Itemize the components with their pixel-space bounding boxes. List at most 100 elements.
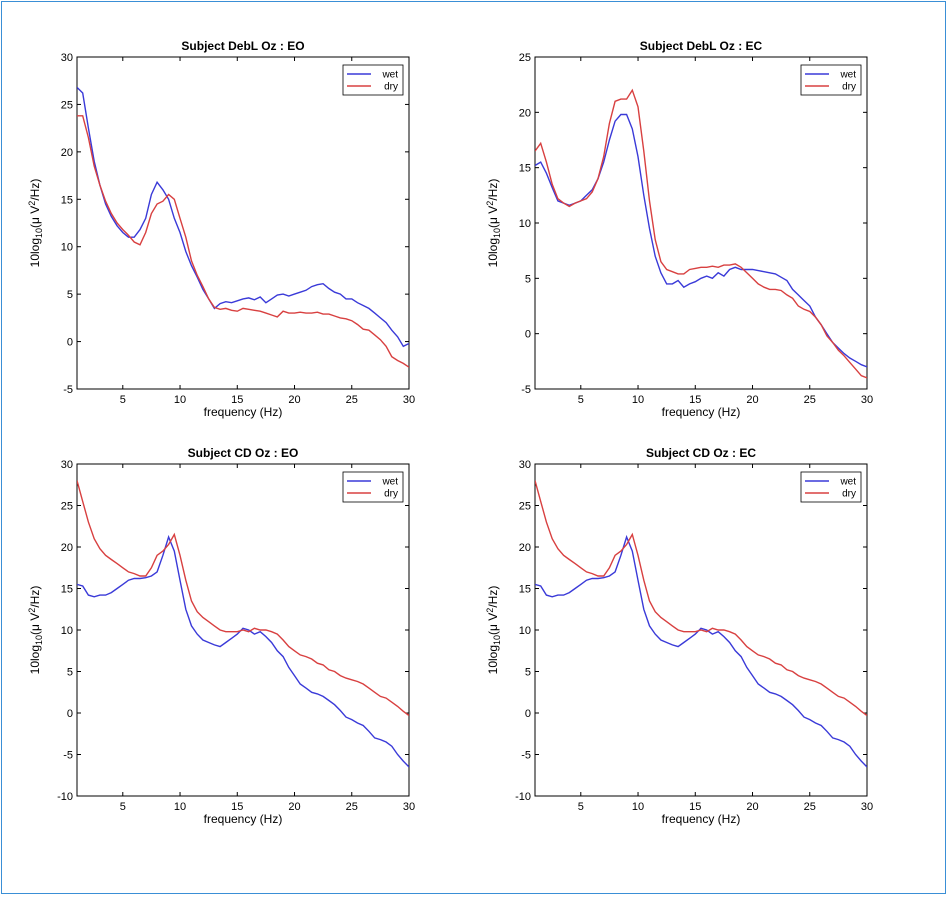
- y-tick-label: 25: [61, 99, 73, 111]
- x-tick-label: 10: [632, 801, 644, 813]
- x-tick-label: 15: [689, 394, 701, 406]
- y-axis-label-sub: 10: [34, 228, 44, 238]
- x-tick-label: 10: [632, 394, 644, 406]
- legend-label-dry: dry: [842, 82, 856, 93]
- legend-box: [800, 64, 862, 96]
- series-line-wet: [535, 113, 867, 368]
- x-axis-label: frequency (Hz): [204, 405, 283, 419]
- legend-box: [342, 64, 404, 96]
- y-tick-label: 20: [519, 542, 531, 554]
- x-tick-label: 25: [346, 394, 358, 406]
- legend-label-wet: wet: [839, 70, 856, 81]
- chart-title: Subject DebL Oz : EC: [640, 39, 763, 53]
- x-tick-label: 5: [578, 801, 584, 813]
- y-tick-label: 20: [519, 107, 531, 119]
- x-axis-label: frequency (Hz): [204, 812, 283, 826]
- y-axis-label-mid: (μ V: [28, 613, 42, 635]
- y-axis-label-end: /Hz): [486, 179, 500, 201]
- y-tick-label: 25: [519, 52, 531, 64]
- y-axis-label: 10log10(μ V2/Hz): [485, 586, 502, 675]
- y-axis-label-end: /Hz): [28, 179, 42, 201]
- legend-label-wet: wet: [839, 477, 856, 488]
- series-line-wet: [77, 534, 409, 768]
- y-tick-label: 30: [61, 52, 73, 64]
- chart-panel-1: 5 10 15 20 25 30 -5 0 5 10 15 20 25 30 Subject DebL Oz…: [27, 39, 415, 419]
- legend-label-wet: wet: [381, 70, 398, 81]
- series-line-wet: [77, 86, 409, 348]
- y-tick-label: 0: [67, 708, 73, 720]
- plot-area: [534, 56, 868, 390]
- y-tick-label: 15: [519, 584, 531, 596]
- chart-title: Subject CD Oz : EO: [188, 446, 299, 460]
- legend-label-dry: dry: [384, 489, 398, 500]
- y-tick-label: 25: [61, 501, 73, 513]
- y-tick-label: 5: [525, 273, 531, 285]
- x-tick-label: 10: [174, 394, 186, 406]
- series-line-dry: [535, 480, 867, 717]
- x-axis-label: frequency (Hz): [662, 812, 741, 826]
- y-tick-label: -5: [521, 384, 531, 396]
- y-axis-label-sub: 10: [492, 228, 502, 238]
- x-tick-label: 15: [689, 801, 701, 813]
- series-line-dry: [77, 115, 409, 368]
- chart-title: Subject CD Oz : EC: [646, 446, 756, 460]
- y-axis-label-base: 10log: [486, 645, 500, 674]
- x-tick-label: 5: [120, 394, 126, 406]
- x-tick-label: 30: [861, 394, 873, 406]
- chart-panel-2: 5 10 15 20 25 30 -5 0 5 10 15 20 25 Subject DebL Oz :…: [485, 39, 873, 419]
- x-tick-label: 5: [120, 801, 126, 813]
- y-tick-label: -5: [521, 750, 531, 762]
- y-tick-label: 30: [519, 459, 531, 471]
- y-axis-label-sup: 2: [485, 201, 495, 206]
- y-axis-label-sub: 10: [492, 635, 502, 645]
- y-tick-label: 30: [61, 459, 73, 471]
- y-axis-label: 10log10(μ V2/Hz): [27, 586, 44, 675]
- x-tick-label: 20: [746, 801, 758, 813]
- x-tick-label: 15: [231, 801, 243, 813]
- x-tick-label: 25: [346, 801, 358, 813]
- y-axis-label-base: 10log: [28, 238, 42, 267]
- x-tick-label: 20: [288, 801, 300, 813]
- chart-panel-4: 5 10 15 20 25 30 -10 -5 0 5 10 15 20 25 30 Subject CD O…: [485, 446, 873, 826]
- x-tick-label: 30: [403, 801, 415, 813]
- y-tick-label: -10: [57, 791, 73, 803]
- series-line-wet: [535, 534, 867, 768]
- y-tick-label: 5: [67, 289, 73, 301]
- y-axis-label-sup: 2: [485, 608, 495, 613]
- y-axis-label-end: /Hz): [28, 586, 42, 608]
- y-axis-label: 10log10(μ V2/Hz): [27, 179, 44, 268]
- y-tick-label: 10: [519, 625, 531, 637]
- x-tick-label: 20: [746, 394, 758, 406]
- y-tick-label: 15: [61, 194, 73, 206]
- legend-box: [342, 471, 404, 503]
- x-tick-label: 5: [578, 394, 584, 406]
- y-axis-label-mid: (μ V: [486, 613, 500, 635]
- x-tick-label: 10: [174, 801, 186, 813]
- y-tick-label: 10: [519, 218, 531, 230]
- y-tick-label: 0: [525, 708, 531, 720]
- legend-label-dry: dry: [842, 489, 856, 500]
- series-line-dry: [535, 88, 867, 379]
- chart-title: Subject DebL Oz : EO: [181, 39, 304, 53]
- legend-box: [800, 471, 862, 503]
- x-tick-label: 20: [288, 394, 300, 406]
- y-tick-label: 0: [525, 329, 531, 341]
- series-line-dry: [77, 480, 409, 717]
- y-axis-label-base: 10log: [28, 645, 42, 674]
- y-tick-label: 0: [67, 337, 73, 349]
- x-tick-label: 30: [861, 801, 873, 813]
- y-tick-label: -10: [515, 791, 531, 803]
- chart-panel-3: 5 10 15 20 25 30 -10 -5 0 5 10 15 20 25 30 Subject CD O…: [27, 446, 415, 826]
- legend-label-dry: dry: [384, 82, 398, 93]
- y-tick-label: 5: [525, 667, 531, 679]
- x-tick-label: 15: [231, 394, 243, 406]
- y-axis-label-base: 10log: [486, 238, 500, 267]
- y-axis-label: 10log10(μ V2/Hz): [485, 179, 502, 268]
- y-tick-label: 20: [61, 542, 73, 554]
